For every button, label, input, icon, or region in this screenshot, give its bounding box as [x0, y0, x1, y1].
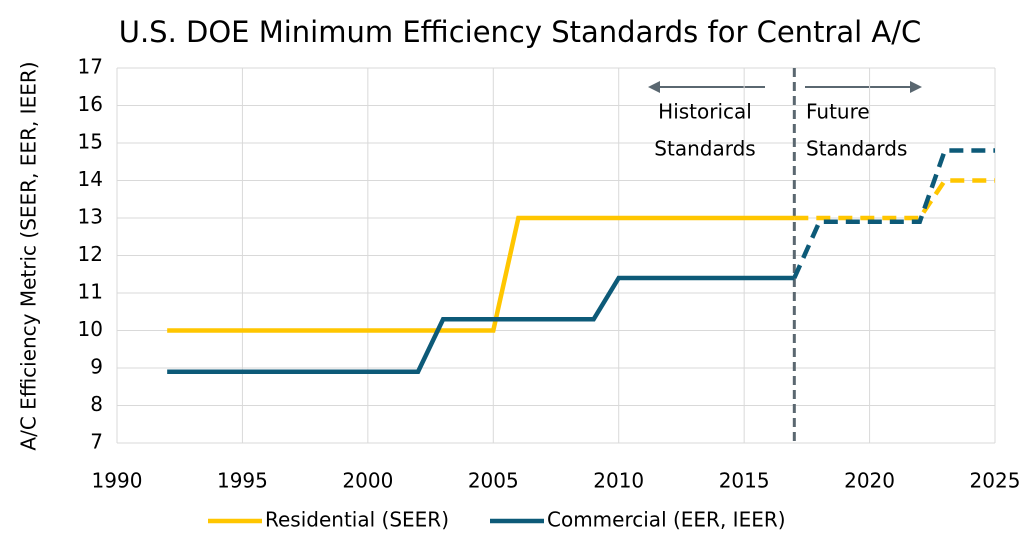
- series-line: [167, 275, 795, 374]
- legend-label: Commercial (EER, IEER): [547, 508, 786, 532]
- y-tick-label: 15: [78, 130, 103, 154]
- arrow-head: [910, 81, 922, 93]
- x-tick-label: 2000: [342, 469, 393, 493]
- series-line: [167, 215, 795, 333]
- y-axis-label: A/C Efficiency Metric (SEER, EER, IEER): [17, 61, 41, 450]
- x-tick-label: 2005: [468, 469, 519, 493]
- x-tick-label: 1995: [217, 469, 268, 493]
- annotation: Future: [806, 100, 870, 124]
- legend-label: Residential (SEER): [265, 508, 449, 532]
- arrows: [648, 81, 922, 93]
- y-tick-label: 7: [90, 430, 103, 454]
- annotation: Standards: [806, 137, 907, 161]
- annotation: Standards: [654, 137, 755, 161]
- y-tick-label: 14: [78, 167, 103, 191]
- y-tick-label: 10: [78, 317, 103, 341]
- y-tick-label: 9: [90, 355, 103, 379]
- x-tick-label: 2020: [844, 469, 895, 493]
- y-tick-label: 16: [78, 92, 103, 116]
- annotation: Historical: [658, 100, 752, 124]
- y-tick-label: 8: [90, 392, 103, 416]
- x-tick-label: 2025: [970, 469, 1021, 493]
- y-tick-label: 17: [78, 55, 103, 79]
- y-tick-label: 13: [78, 205, 103, 229]
- x-tick-label: 1990: [92, 469, 143, 493]
- x-tick-label: 2015: [719, 469, 770, 493]
- x-tick-label: 2010: [593, 469, 644, 493]
- arrow-head: [648, 81, 660, 93]
- projected-line: [792, 148, 995, 279]
- y-tick-label: 12: [78, 242, 103, 266]
- chart-title: U.S. DOE Minimum Efficiency Standards fo…: [119, 15, 922, 49]
- projected-line: [794, 178, 995, 221]
- y-tick-label: 11: [78, 280, 103, 304]
